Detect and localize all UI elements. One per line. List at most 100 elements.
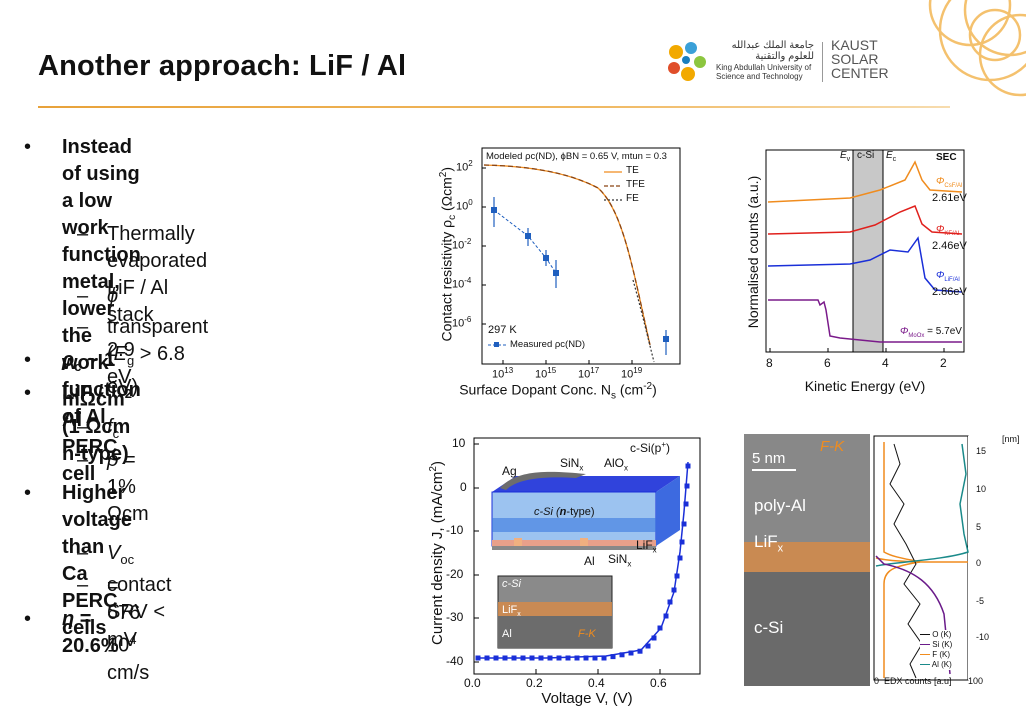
bullet-1: • Instead of using a low work function m… [24,134,141,431]
dash-glyph: – [77,574,89,596]
jv-data-point [684,483,690,489]
sub-bullet-3: – transparent (Eg > 6.8 eV) [77,314,209,401]
tem-lifx-label: LiFx [502,604,521,619]
y-tick-5: 10-6 [452,315,472,330]
phi-csf-label: ΦCsF/Al [936,176,963,189]
sinx-label: SiNx [560,456,584,473]
edx-tick-m10: -10 [976,632,990,642]
al-label: Al [584,554,595,568]
dash-glyph: – [77,542,89,564]
bullet-glyph: • [24,382,32,404]
y-axis-label: Current density J, (mA/cm2) [428,461,446,645]
jv-data-point [637,648,643,654]
jv-data-point [628,650,634,656]
bullet-4-line-2: cells [62,617,107,639]
jv-data-point [502,655,508,661]
rho-unit-sup: 2 [124,386,132,401]
resistivity-symbol: ρ [107,449,119,471]
y-tick-2: 100 [456,198,473,213]
rho-symbol: ρ [62,349,75,371]
temperature-label: 297 K [488,324,517,336]
phi-symbol: ϕ [107,285,119,307]
measured-label: Measured ρc(ND) [510,339,586,350]
phi-csf-value: 2.61eV [932,192,967,204]
voc-symbol: V [107,542,121,564]
y-tick-m40: -40 [446,654,464,668]
sinx-bottom-label: SiNx [608,552,632,569]
y-tick-m30: -30 [446,610,464,624]
sec-label: SEC [936,152,957,163]
jv-data-point [565,655,571,661]
bullet-3: • LiF / Al PERC cell [24,380,118,488]
title-divider [38,106,950,108]
dash-glyph: – [77,316,89,338]
x-tick-3: 1017 [578,366,600,381]
jv-data-point [484,655,490,661]
model-label: Modeled ρc(ND), ϕBN = 0.65 V, mtun = 0.3 [486,151,667,162]
y-tick-3: 10-2 [452,237,472,252]
legend-fe: FE [626,193,639,204]
legend-te: TE [626,165,639,176]
bullet-1-line-3: function of Al [62,379,141,428]
ag-label: Ag [502,464,517,478]
jv-data-point [619,652,625,658]
jv-data-point [520,655,526,661]
jv-data-point [583,655,589,661]
edx-xlabel-0: 0 [874,676,880,686]
jv-data-point [667,599,673,605]
tem-csi-label: c-Si [502,578,521,590]
bullet-3-text: LiF / Al PERC cell [62,382,118,485]
edx-legend: O (K) Si (K) F (K) Al (K) [920,630,953,670]
csi-gap-label: c-Si [857,150,875,161]
jv-data-point [683,501,689,507]
edx-tick-0: 0 [976,558,982,568]
efficiency-value: = 20.6% [62,608,119,657]
x-axis-label: Surface Dopant Conc. Ns (cm-2) [459,381,657,402]
jv-data-point [645,643,651,649]
sub-bullet-2: – ϕ ~ 2.9 eV [77,283,135,391]
jv-data-point [475,655,481,661]
jv-data-point [574,655,580,661]
bullet-4: • Higher voltage than Ca PERC cells [24,480,133,642]
sub-bullet-7: – contact SRV < 104 cm/s [77,572,171,687]
x-tick-8: 8 [766,356,773,370]
legend-f: F (K) [920,650,952,660]
legend-o: O (K) [920,630,952,640]
poly-al-label: poly-Al [754,496,806,515]
jv-data-point [511,655,517,661]
logo-separator [822,42,823,82]
x-axis-label: Voltage V, (V) [541,690,633,707]
x-tick-4: 1019 [621,366,643,381]
dash-glyph: – [77,223,89,245]
bullet-4-line-1: Higher voltage than Ca PERC [62,482,133,612]
jv-data-point [663,613,669,619]
lifx-label: LiFx [636,538,657,555]
jv-data-point [547,655,553,661]
x-tick-02: 0.2 [526,676,543,690]
transparent-text: transparent ( [107,316,209,365]
jv-data-point [674,573,680,579]
fc-sub: c [112,426,120,441]
y-tick-0: 0 [460,480,467,494]
nm-unit: [nm] [1002,434,1020,444]
y-tick-1: 102 [456,159,473,174]
csi-label: c-Si [754,618,784,637]
kaust-english-name-1: King Abdullah University of [716,63,812,72]
alox-label: AlOx [604,456,629,473]
bandgap-value: > 6.8 eV) [107,343,185,398]
edx-xlabel-100: 100 [968,676,984,686]
edx-tick-m5: -5 [976,596,985,606]
edx-xlabel: EDX counts [a.u] [884,676,952,686]
voc-value: = 676 mV [107,575,141,651]
eg-symbol: E [113,343,128,365]
bullet-glyph: • [24,349,32,371]
srv-unit: cm/s [107,661,150,684]
sec-spectra-figure: Ev c-Si Ec SEC ΦCsF/Al 2.61eV ΦKF/Al 2.4… [740,140,970,400]
phi-lif-label: ΦLiF/Al [936,270,960,283]
fc-value: ~ 1% [107,449,136,498]
fc-symbol: f [107,416,113,438]
jv-data-point [657,625,663,631]
jv-data-point [651,635,657,641]
x-axis-label: Kinetic Energy (eV) [804,378,926,394]
jv-data-point [679,539,685,545]
